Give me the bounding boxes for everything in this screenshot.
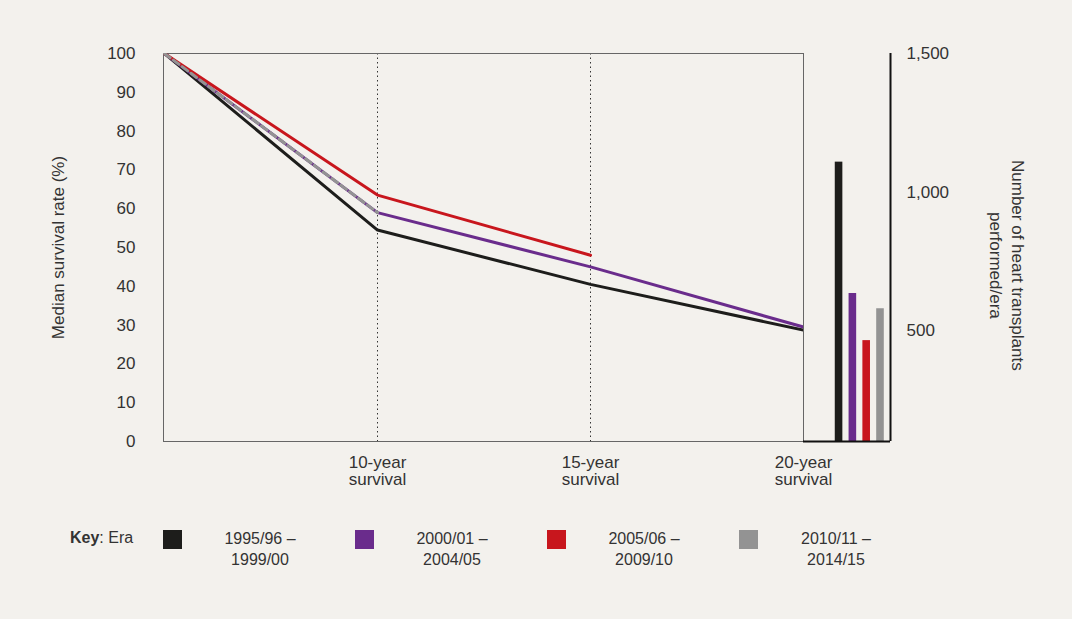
html-text:Number of heart transplants pe: Number of heart transplants performed/er… [986,159,1027,371]
svg-text:70: 70 [117,160,136,179]
html-text:2005/06 – 2009/10: 2005/06 – 2009/10 [608,530,680,568]
svg-text:90: 90 [117,83,136,102]
svg-text:60: 60 [117,199,136,218]
svg-text:20: 20 [117,354,136,373]
svg-text:40: 40 [117,277,136,296]
html-text:2000/01 – 2004/05: 2000/01 – 2004/05 [416,530,488,568]
svg-text:30: 30 [117,316,136,335]
svg-text:100: 100 [107,44,135,63]
svg-text:1,000: 1,000 [907,183,950,202]
svg-text:20-yearsurvival: 20-yearsurvival [775,453,833,489]
svg-text:0: 0 [126,432,135,451]
svg-text:80: 80 [117,122,136,141]
svg-text:500: 500 [907,321,935,340]
svg-text:10-yearsurvival: 10-yearsurvival [349,453,407,489]
svg-text:1,500: 1,500 [907,44,950,63]
html-text:2010/11 – 2014/15: 2010/11 – 2014/15 [801,530,871,568]
html-text:1995/96 – 1999/00: 1995/96 – 1999/00 [224,530,296,568]
svg-text:10: 10 [117,393,136,412]
svg-text:Median survival rate (%): Median survival rate (%) [49,156,68,339]
svg-text:15-yearsurvival: 15-yearsurvival [562,453,620,489]
svg-text:50: 50 [117,238,136,257]
html-text:Key: Era: Key: Era [70,529,134,546]
